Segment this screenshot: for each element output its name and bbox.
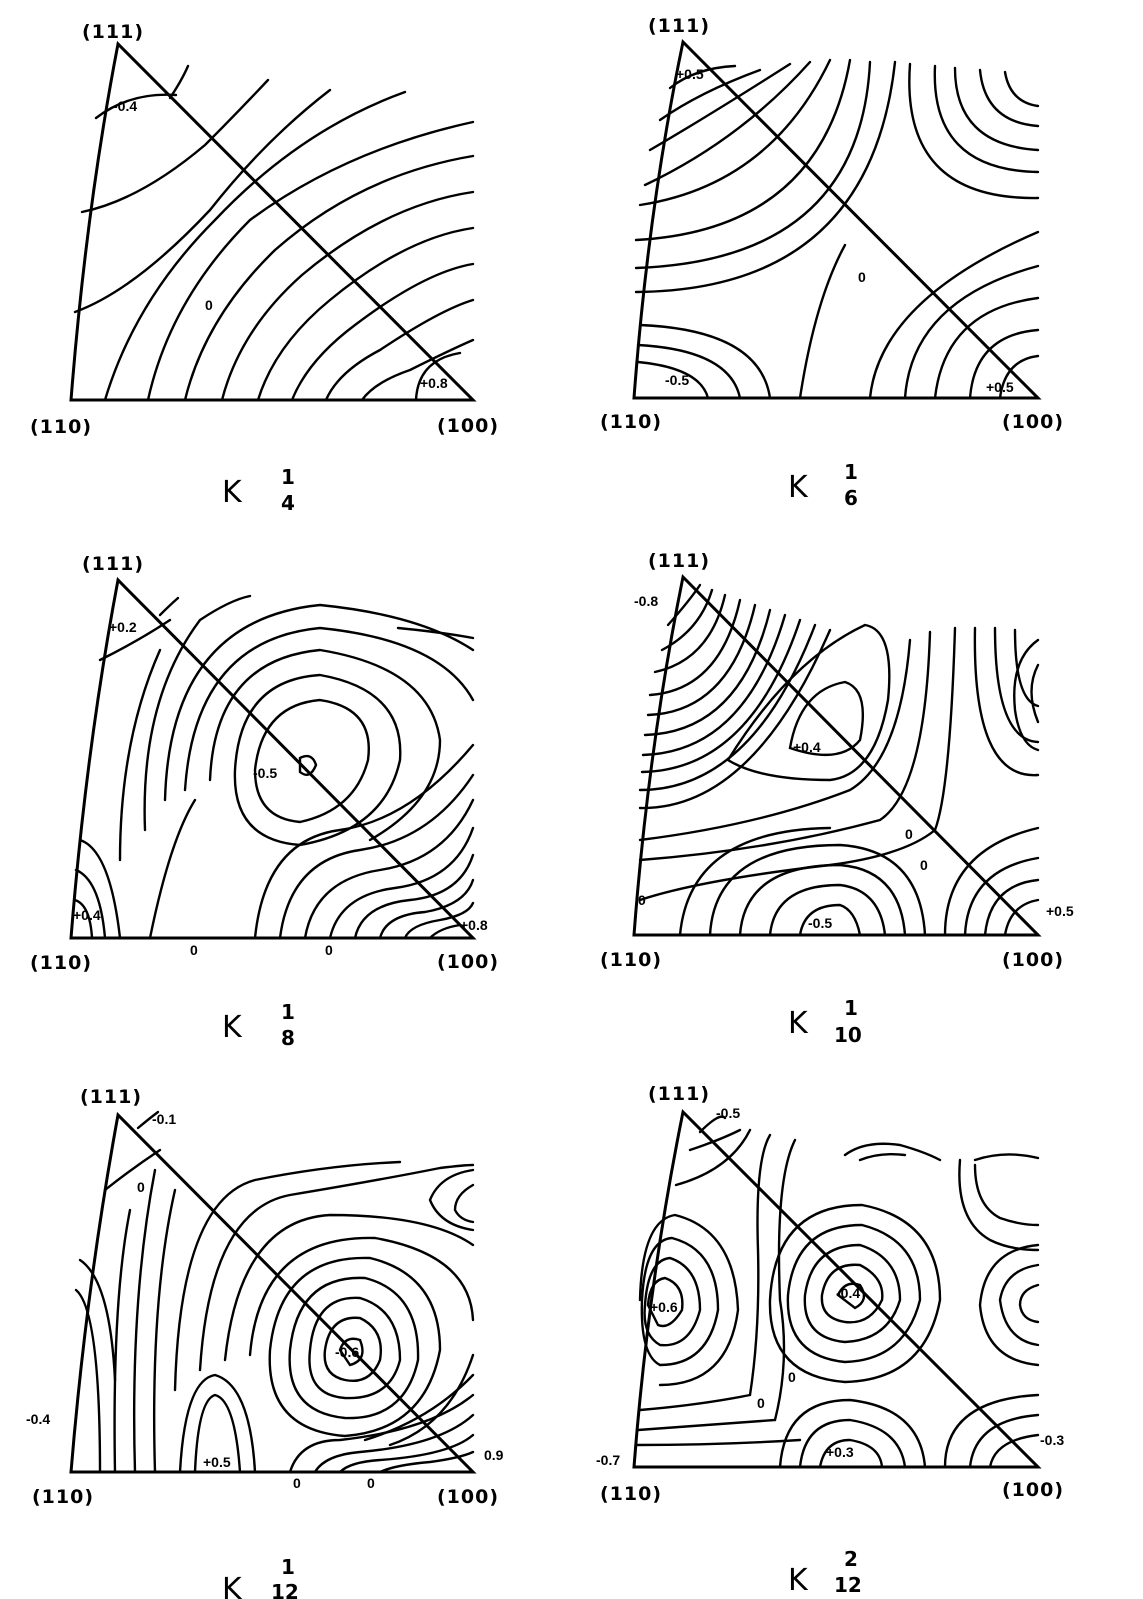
kernel-subscript: 6 [844, 486, 858, 510]
panel-k-1-8: +0.2 -0.5 +0.4 +0.8 0 0 (111) (110) (100… [30, 553, 499, 1050]
contour-label: 0 [293, 1475, 301, 1491]
contour-label: +0.8 [460, 917, 488, 933]
kernel-letter: K [222, 1572, 243, 1599]
kernel-superscript: 1 [844, 460, 858, 484]
corner-label-100: (100) [1002, 949, 1064, 971]
contour-label: +0.8 [420, 375, 448, 391]
panel-k-1-12: -0.1 0 -0.6 -0.4 +0.5 0 0 0.9 (111) (110… [26, 1086, 504, 1599]
kernel-label: K 1 8 [222, 1000, 295, 1050]
contour-label: +0.5 [1046, 903, 1074, 919]
contour-label: 0 [788, 1369, 796, 1385]
contour-label: +0.5 [203, 1454, 231, 1470]
kernel-letter: K [222, 475, 243, 510]
panel-k-2-12: -0.5 +0.6 -0.4 0 0 +0.3 -0.7 -0.3 (111) … [596, 1083, 1064, 1598]
kernel-letter: K [788, 1563, 809, 1598]
contour-label: -0.5 [808, 915, 832, 931]
contour-label: 0 [367, 1475, 375, 1491]
panel-k-1-4: -0.4 0 +0.8 (111) (110) (100) K 1 4 [30, 21, 499, 515]
kernel-superscript: 1 [281, 1000, 295, 1024]
kernel-letter: K [222, 1010, 243, 1045]
contour-label: 0 [205, 297, 213, 313]
corner-label-100: (100) [1002, 1479, 1064, 1501]
panel-k-1-10-frame [632, 573, 1042, 937]
contour-label: 0 [920, 857, 928, 873]
kernel-label: K 1 12 [222, 1555, 299, 1599]
contour-label: -0.4 [836, 1285, 860, 1301]
kernel-label: K 2 12 [788, 1547, 862, 1598]
contour-label: -0.1 [152, 1111, 176, 1127]
corner-label-100: (100) [437, 951, 499, 973]
contour-label: -0.3 [1040, 1432, 1064, 1448]
contour-label: -0.8 [634, 593, 658, 609]
panel-k-1-6: +0.5 0 -0.5 +0.5 (111) (110) (100) K 1 6 [600, 15, 1064, 510]
corner-label-111: (111) [82, 553, 144, 575]
contour-label: -0.7 [596, 1452, 620, 1468]
panel-k-1-10-contours [638, 583, 1040, 937]
kernel-subscript: 12 [271, 1580, 299, 1599]
panel-k-1-6-frame [632, 38, 1042, 400]
contour-label: +0.4 [73, 907, 101, 923]
contour-label: 0.9 [484, 1447, 504, 1463]
kernel-superscript: 2 [844, 1547, 858, 1571]
kernel-subscript: 10 [834, 1023, 862, 1047]
contour-label: 0 [325, 942, 333, 958]
corner-label-110: (110) [32, 1486, 94, 1508]
kernel-letter: K [788, 1006, 809, 1041]
contour-label: 0 [757, 1395, 765, 1411]
corner-label-100: (100) [1002, 411, 1064, 433]
corner-label-110: (110) [600, 949, 662, 971]
contour-label: -0.6 [335, 1344, 359, 1360]
kernel-subscript: 12 [834, 1573, 862, 1597]
kernel-subscript: 4 [281, 491, 295, 515]
corner-label-111: (111) [82, 21, 144, 43]
kernel-superscript: 1 [281, 1555, 295, 1579]
panel-k-1-4-contours [73, 64, 475, 402]
corner-label-110: (110) [600, 411, 662, 433]
contour-label: 0 [137, 1179, 145, 1195]
contour-label: -0.5 [665, 372, 689, 388]
kernel-superscript: 1 [281, 465, 295, 489]
kernel-superscript: 1 [844, 996, 858, 1020]
corner-label-111: (111) [648, 550, 710, 572]
contour-label: +0.6 [650, 1299, 678, 1315]
contour-label: +0.5 [676, 66, 704, 82]
kernel-label: K 1 6 [788, 460, 858, 510]
panel-k-2-12-contours [634, 1115, 1040, 1469]
panel-k-1-4-frame [69, 40, 477, 402]
kernel-letter: K [788, 470, 809, 505]
contour-label: +0.2 [109, 619, 137, 635]
panel-k-1-8-frame [69, 576, 477, 940]
corner-label-100: (100) [437, 1486, 499, 1508]
corner-label-110: (110) [600, 1483, 662, 1505]
panel-k-1-10: -0.8 +0.4 0 0 0 -0.5 +0.5 (111) (110) (1… [600, 550, 1074, 1047]
contour-label: +0.4 [793, 739, 821, 755]
corner-label-110: (110) [30, 416, 92, 438]
kernel-label: K 1 4 [222, 465, 295, 515]
corner-label-111: (111) [648, 15, 710, 37]
corner-label-100: (100) [437, 415, 499, 437]
corner-label-110: (110) [30, 952, 92, 974]
contour-label: 0 [638, 892, 646, 908]
contour-label: 0 [858, 269, 866, 285]
panel-k-1-6-contours [634, 58, 1040, 400]
contour-label: +0.3 [826, 1444, 854, 1460]
contour-label: 0 [190, 942, 198, 958]
kernel-label: K 1 10 [788, 996, 862, 1047]
contour-label: -0.4 [26, 1411, 50, 1427]
contour-label: -0.5 [716, 1105, 740, 1121]
kernel-subscript: 8 [281, 1026, 295, 1050]
contour-label: -0.4 [113, 98, 137, 114]
panel-k-2-12-frame [632, 1108, 1042, 1469]
panel-k-1-8-contours [73, 594, 475, 940]
contour-label: -0.5 [253, 765, 277, 781]
contour-label: 0 [905, 826, 913, 842]
corner-label-111: (111) [80, 1086, 142, 1108]
corner-label-111: (111) [648, 1083, 710, 1105]
panel-k-1-12-contours [74, 1110, 475, 1474]
contour-label: +0.5 [986, 379, 1014, 395]
